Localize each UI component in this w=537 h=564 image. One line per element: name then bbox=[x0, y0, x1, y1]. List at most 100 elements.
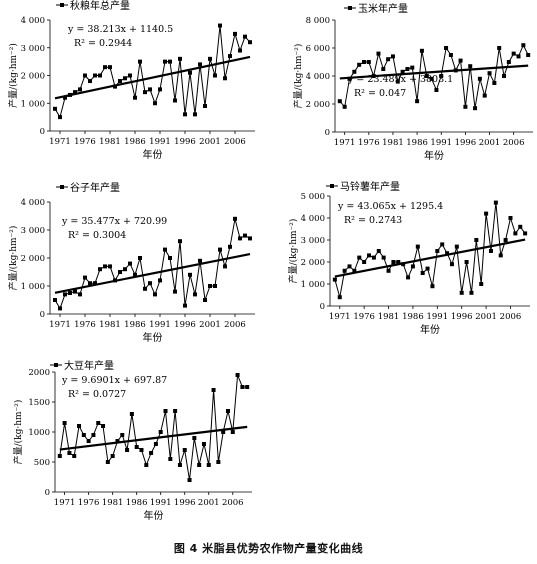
chart5-y-tick-label: 500 bbox=[34, 458, 50, 468]
chart5-y-tick-label: 1000 bbox=[28, 428, 50, 438]
chart1-data-point bbox=[78, 87, 82, 92]
chart2-data-point bbox=[337, 99, 342, 104]
chart2-data-point bbox=[448, 53, 453, 57]
chart3-data-point bbox=[123, 267, 127, 272]
chart3-data-point bbox=[68, 291, 72, 295]
chart5-data-point bbox=[163, 409, 168, 413]
chart5-data-point bbox=[177, 463, 182, 467]
chart3-data-point bbox=[58, 306, 62, 311]
chart1-data-point bbox=[58, 115, 62, 120]
chart5-y-axis-title: 产量/(kg·hm⁻²) bbox=[12, 400, 24, 465]
chart2-data-point bbox=[376, 51, 381, 56]
chart4-data-point bbox=[508, 216, 513, 220]
chart5-data-point bbox=[168, 457, 173, 461]
chart5-r-squared: R² = 0.0727 bbox=[68, 389, 126, 400]
chart4-y-tick-label: 3 000 bbox=[301, 236, 325, 246]
chart3-data-point bbox=[203, 298, 207, 302]
chart3-data-point bbox=[168, 256, 172, 260]
chart2-data-point bbox=[429, 76, 434, 81]
chart4-data-point bbox=[469, 290, 474, 295]
chart4-data-point bbox=[479, 282, 484, 286]
chart2-data-point bbox=[410, 65, 415, 70]
chart5-series-line bbox=[59, 374, 248, 481]
chart4-data-point bbox=[347, 264, 352, 269]
chart5-data-point bbox=[235, 373, 240, 377]
chart3-x-tick-label: 1991 bbox=[149, 320, 171, 330]
chart1-x-tick-label: 1986 bbox=[124, 137, 146, 147]
chart2-data-point bbox=[366, 60, 371, 64]
chart5-y-tick-label: 2000 bbox=[28, 368, 50, 378]
chart1-y-tick-label: 2 000 bbox=[21, 72, 45, 82]
chart4-y-tick-label: 1 000 bbox=[301, 280, 325, 290]
chart3-data-point bbox=[133, 272, 137, 277]
chart1-data-point bbox=[213, 73, 217, 78]
chart4-trend-equation: y = 43.065x + 1295.4 bbox=[337, 201, 443, 212]
chart5-x-tick-label: 2006 bbox=[222, 498, 244, 508]
chart3-data-point bbox=[228, 244, 232, 249]
chart5-trend-line bbox=[59, 425, 248, 451]
chart2-series-line bbox=[339, 44, 529, 109]
chart2-data-point bbox=[381, 67, 386, 71]
chart4-data-point bbox=[396, 260, 401, 264]
chart3-y-tick-label: 1 000 bbox=[21, 282, 45, 292]
chart4-data-point bbox=[425, 266, 430, 271]
chart4-data-point bbox=[415, 244, 420, 249]
chart5-data-point bbox=[158, 430, 163, 434]
chart5-data-point bbox=[105, 460, 110, 464]
chart1-data-point bbox=[73, 90, 77, 95]
chart3-data-point bbox=[138, 256, 142, 260]
chart3-data-point bbox=[188, 272, 192, 277]
chart4-data-point bbox=[406, 275, 411, 280]
chart4-x-axis-title: 年份 bbox=[420, 323, 440, 336]
figure-caption: 图 4 米脂县优势农作物产量变化曲线 bbox=[173, 542, 364, 555]
chart1-x-tick-label: 1981 bbox=[99, 137, 121, 147]
chart5-trend-equation: y = 9.6901x + 697.87 bbox=[61, 375, 167, 386]
chart3-x-tick-label: 1986 bbox=[124, 320, 146, 330]
chart1-data-point bbox=[238, 48, 242, 53]
chart4-data-point bbox=[362, 260, 367, 264]
chart4-data-point bbox=[459, 290, 464, 295]
chart4-x-tick-label: 2001 bbox=[475, 312, 497, 322]
chart1-data-point bbox=[158, 87, 162, 92]
chart1-x-axis-title: 年份 bbox=[143, 148, 163, 161]
chart1-data-point bbox=[108, 65, 112, 70]
chart1-x-tick-label: 1971 bbox=[49, 137, 71, 147]
chart4-x-tick-label: 1991 bbox=[426, 312, 448, 322]
chart3-data-point bbox=[108, 264, 112, 269]
chart2-data-point bbox=[444, 46, 449, 50]
chart4-data-point bbox=[376, 249, 381, 253]
chart1-data-point bbox=[178, 56, 182, 61]
chart3-legend-marker bbox=[60, 185, 64, 189]
chart1-legend-marker bbox=[60, 3, 64, 7]
chart4-data-point bbox=[371, 255, 376, 260]
chart5-x-tick-label: 1976 bbox=[78, 498, 100, 508]
chart4-data-point bbox=[391, 260, 396, 264]
chart4-trend-line bbox=[334, 238, 526, 278]
chart5-data-point bbox=[77, 424, 82, 428]
chart3-data-point bbox=[153, 292, 157, 297]
chart3-data-point bbox=[88, 281, 92, 286]
chart4-data-point bbox=[337, 295, 342, 300]
chart1-data-point bbox=[103, 65, 107, 70]
chart5-data-point bbox=[245, 385, 250, 389]
chart1-data-point bbox=[248, 40, 252, 45]
chart3-data-point bbox=[233, 216, 237, 221]
chart5-data-point bbox=[206, 463, 211, 467]
chart4-data-point bbox=[342, 268, 347, 273]
chart5-data-point bbox=[91, 433, 96, 437]
chart1-data-point bbox=[243, 34, 247, 39]
chart5-data-point bbox=[230, 430, 235, 434]
chart4-data-point bbox=[454, 244, 459, 249]
chart2-data-point bbox=[361, 60, 366, 64]
chart2-data-point bbox=[342, 104, 347, 109]
chart1-legend-label: 秋粮年总产量 bbox=[70, 0, 130, 12]
chart1-data-point bbox=[138, 59, 142, 64]
chart3-data-point bbox=[178, 239, 182, 244]
chart5-data-point bbox=[216, 460, 221, 464]
chart4-data-point bbox=[488, 249, 493, 253]
chart5-x-tick-label: 1971 bbox=[54, 498, 76, 508]
chart3-x-tick-label: 1971 bbox=[49, 320, 71, 330]
chart2-y-tick-label: 4 000 bbox=[306, 72, 330, 82]
chart1-r-squared: R² = 0.2944 bbox=[74, 38, 132, 49]
chart1-y-axis-title: 产量/(kg·hm⁻²) bbox=[7, 43, 19, 108]
